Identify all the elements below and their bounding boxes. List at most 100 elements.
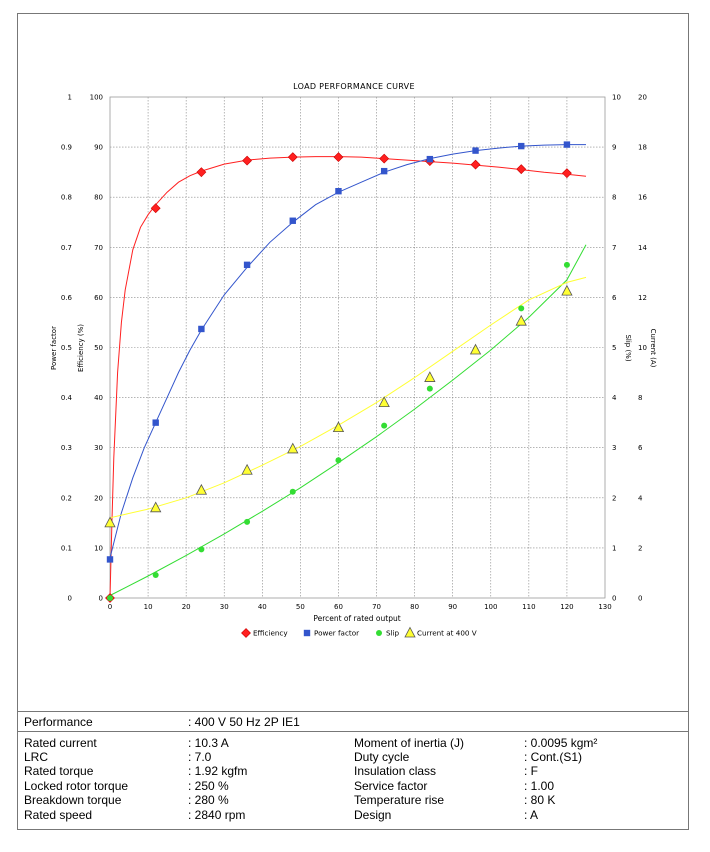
spec-value: : 0.0095 kgm² — [524, 736, 598, 750]
current-at-400-v-point — [195, 483, 208, 495]
legend-item-efficiency: Efficiency — [241, 628, 288, 638]
current-tick-label: 6 — [638, 444, 643, 452]
power-factor-point — [380, 167, 388, 175]
legend-label-slip: Slip — [386, 629, 400, 638]
efficiency-tick-label: 100 — [90, 94, 103, 102]
slip-point — [244, 518, 251, 525]
x-tick-label: 110 — [522, 603, 535, 611]
current-tick-label: 12 — [638, 294, 647, 302]
performance-table: Performance : 400 V 50 Hz 2P IE1 Rated c… — [17, 711, 689, 830]
power-factor-tick-label: 0.7 — [61, 244, 72, 252]
legend-marker-power-factor — [303, 629, 311, 637]
power-factor-tick-label: 0.8 — [61, 194, 72, 202]
slip-point — [335, 457, 342, 464]
spec-label: Moment of inertia (J) — [354, 736, 465, 750]
power-factor-tick-label: 1 — [68, 94, 72, 102]
spec-value: : 250 % — [188, 779, 229, 793]
spec-label: Rated torque — [24, 764, 94, 778]
power-factor-point — [152, 419, 159, 426]
current-at-400-v-point — [241, 463, 253, 475]
legend-item-slip: Slip — [376, 629, 400, 638]
power-factor-point — [198, 325, 205, 333]
spec-label: Locked rotor torque — [24, 779, 129, 793]
power-factor-tick-label: 0.1 — [61, 544, 72, 552]
current-tick-label: 8 — [638, 394, 642, 402]
slip-tick-label: 5 — [612, 344, 616, 352]
chart-curves — [109, 144, 587, 599]
power-factor-tick-label: 0.3 — [61, 444, 72, 452]
spec-label: Service factor — [354, 779, 428, 793]
current-tick-label: 4 — [638, 494, 643, 502]
current-tick-label: 14 — [638, 244, 647, 252]
x-tick-label: 80 — [410, 603, 419, 611]
power-factor-axis-label: Power factor — [50, 326, 58, 370]
slip-point — [426, 385, 433, 392]
power-factor-point — [472, 147, 479, 154]
spec-value: : 1.00 — [524, 779, 555, 793]
chart-title: LOAD PERFORMANCE CURVE — [293, 82, 415, 91]
power-factor-curve — [109, 144, 586, 559]
spec-label: Design — [354, 808, 392, 822]
current-tick-label: 16 — [638, 194, 647, 202]
current-at-400-v-curve — [109, 276, 587, 519]
power-factor-tick-label: 0 — [68, 595, 72, 603]
performance-row: Performance : 400 V 50 Hz 2P IE1 — [18, 712, 688, 732]
power-factor-tick-label: 0.5 — [61, 344, 72, 352]
efficiency-point — [333, 152, 344, 163]
x-tick-label: 120 — [560, 603, 573, 611]
efficiency-tick-label: 30 — [94, 444, 103, 452]
spec-label: Rated current — [24, 736, 97, 750]
slip-tick-label: 7 — [612, 244, 616, 252]
efficiency-tick-label: 0 — [99, 595, 103, 603]
current-at-400-v-point — [515, 314, 527, 326]
power-factor-tick-label: 0.9 — [61, 144, 72, 152]
spec-label: Insulation class — [354, 764, 437, 778]
x-tick-label: 100 — [484, 603, 497, 611]
power-factor-point — [243, 261, 251, 269]
x-tick-label: 20 — [182, 603, 191, 611]
efficiency-tick-label: 60 — [94, 294, 103, 302]
current-tick-label: 2 — [638, 544, 642, 552]
slip-tick-label: 6 — [612, 294, 617, 302]
slip-tick-label: 9 — [612, 144, 616, 152]
slip-point — [518, 305, 525, 312]
spec-value: : 80 K — [524, 793, 556, 807]
power-factor-point — [518, 142, 525, 150]
efficiency-axis-label: Efficiency (%) — [77, 324, 85, 372]
plot-area-border — [109, 96, 606, 599]
power-factor-point — [289, 217, 296, 224]
efficiency-point — [516, 164, 527, 175]
current-at-400-v-point — [150, 501, 162, 513]
performance-value: : 400 V 50 Hz 2P IE1 — [188, 715, 300, 729]
spec-value: : 1.92 kgfm — [188, 764, 248, 778]
power-factor-point — [426, 155, 434, 163]
x-tick-label: 10 — [144, 603, 153, 611]
current-tick-label: 20 — [638, 94, 647, 102]
spec-label: LRC — [24, 750, 49, 764]
legend-item-current-at-400-v: Current at 400 V — [404, 626, 477, 638]
power-factor-point — [106, 556, 114, 563]
x-tick-label: 70 — [372, 603, 381, 611]
legend-label-current-at-400-v: Current at 400 V — [417, 629, 477, 638]
x-axis-label: Percent of rated output — [313, 614, 400, 623]
legend-marker-slip — [376, 630, 382, 636]
legend-item-power-factor: Power factor — [303, 629, 359, 638]
x-tick-label: 40 — [258, 603, 267, 611]
efficiency-point — [196, 167, 207, 178]
spec-value: : 7.0 — [188, 750, 212, 764]
legend-label-efficiency: Efficiency — [253, 629, 288, 638]
spec-label: Duty cycle — [354, 750, 410, 764]
power-factor-point — [335, 187, 342, 195]
efficiency-point — [287, 152, 298, 163]
spec-label: Breakdown torque — [24, 793, 122, 807]
efficiency-point — [150, 203, 161, 214]
x-tick-label: 60 — [334, 603, 343, 611]
current-at-400-v-point — [378, 396, 390, 408]
current-tick-label: 18 — [638, 144, 647, 152]
current-at-400-v-point — [332, 421, 345, 433]
spec-value: : A — [524, 808, 539, 822]
slip-point — [563, 261, 570, 268]
power-factor-tick-label: 0.2 — [61, 494, 72, 502]
efficiency-point — [561, 168, 572, 179]
efficiency-curve — [109, 156, 587, 599]
